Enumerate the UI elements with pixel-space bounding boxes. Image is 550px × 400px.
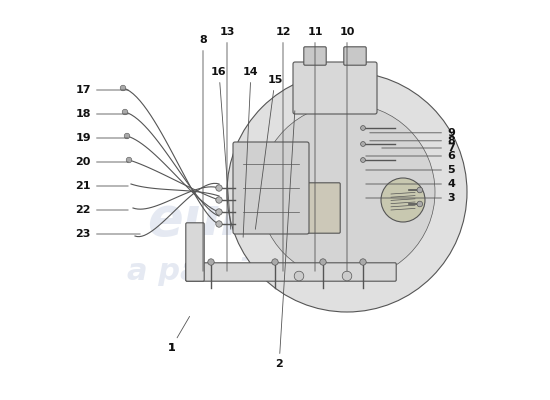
Circle shape — [381, 178, 425, 222]
Circle shape — [272, 259, 278, 265]
Circle shape — [294, 271, 304, 281]
Text: 1: 1 — [167, 343, 175, 353]
Circle shape — [259, 104, 435, 280]
Text: 9: 9 — [370, 128, 455, 138]
Circle shape — [361, 142, 365, 146]
Text: 17: 17 — [75, 85, 128, 95]
Text: 5: 5 — [366, 165, 455, 175]
FancyBboxPatch shape — [186, 223, 204, 281]
Circle shape — [216, 185, 222, 191]
Circle shape — [122, 109, 128, 115]
Text: 3: 3 — [366, 193, 455, 203]
Text: 16: 16 — [211, 67, 231, 229]
Text: 7: 7 — [382, 143, 455, 153]
Text: 11: 11 — [307, 27, 323, 271]
Circle shape — [227, 72, 467, 312]
FancyBboxPatch shape — [233, 142, 309, 234]
Text: 12: 12 — [275, 27, 291, 271]
Circle shape — [320, 259, 326, 265]
FancyBboxPatch shape — [304, 47, 326, 65]
Text: 2: 2 — [275, 111, 295, 369]
Text: 10: 10 — [339, 27, 355, 271]
Text: 18: 18 — [75, 109, 128, 119]
FancyBboxPatch shape — [293, 62, 377, 114]
Text: 23: 23 — [76, 229, 140, 239]
Text: 21: 21 — [75, 181, 128, 191]
Text: 14: 14 — [243, 67, 259, 237]
Text: 19: 19 — [75, 133, 128, 143]
Text: 1: 1 — [167, 316, 190, 353]
Text: 6: 6 — [366, 151, 455, 161]
Circle shape — [342, 271, 352, 281]
Circle shape — [361, 126, 365, 130]
Circle shape — [124, 133, 130, 139]
Text: 8: 8 — [370, 136, 455, 146]
FancyBboxPatch shape — [344, 47, 366, 65]
Text: 8: 8 — [199, 35, 207, 271]
Circle shape — [216, 209, 222, 215]
Text: europ: europ — [147, 194, 320, 246]
Text: 13: 13 — [219, 27, 235, 271]
Text: 15: 15 — [255, 75, 283, 229]
Circle shape — [417, 187, 422, 193]
Circle shape — [360, 259, 366, 265]
Circle shape — [361, 158, 365, 162]
Circle shape — [216, 221, 222, 227]
Circle shape — [216, 197, 222, 203]
Circle shape — [126, 157, 132, 163]
Text: a passion: a passion — [127, 258, 290, 286]
Text: 22: 22 — [75, 205, 128, 215]
Text: 20: 20 — [76, 157, 128, 167]
FancyBboxPatch shape — [306, 183, 340, 233]
Circle shape — [417, 201, 422, 207]
Circle shape — [208, 259, 214, 265]
Circle shape — [120, 85, 126, 91]
FancyBboxPatch shape — [186, 263, 396, 281]
Text: 4: 4 — [366, 179, 455, 189]
